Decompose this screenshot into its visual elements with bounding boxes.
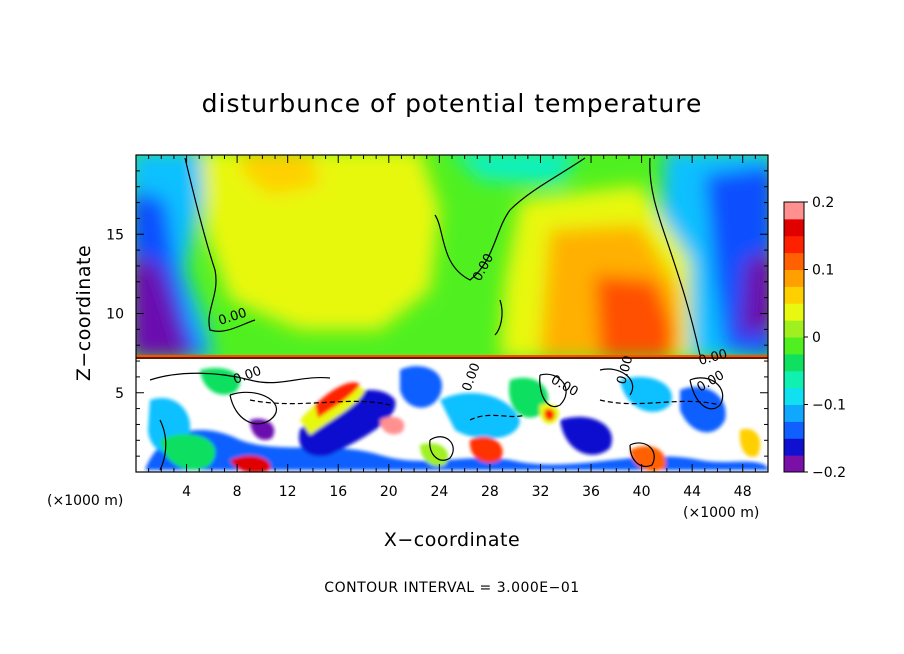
colorbar-swatch bbox=[784, 337, 804, 355]
lower-field bbox=[136, 358, 768, 472]
lower-blob bbox=[739, 428, 761, 458]
contour-line bbox=[249, 399, 391, 406]
contour-line bbox=[599, 368, 634, 396]
lower-blob bbox=[469, 436, 503, 463]
colorbar-tick-label: 0.1 bbox=[812, 263, 834, 279]
contour-label: 0.00 bbox=[697, 347, 729, 369]
colorbar-tick-label: −0.1 bbox=[812, 398, 846, 414]
colorbar-swatch bbox=[784, 438, 804, 456]
colorbar-swatch bbox=[784, 353, 804, 372]
cool-region-top bbox=[455, 155, 578, 185]
x-unit-left: (×1000 m) bbox=[47, 493, 123, 509]
interface-band bbox=[136, 355, 768, 359]
contour-line bbox=[434, 157, 586, 281]
contour-line bbox=[649, 157, 701, 356]
colorbar-swatch bbox=[784, 235, 804, 254]
lower-blob bbox=[680, 386, 726, 433]
contour-line bbox=[149, 372, 331, 384]
y-tick-label: 5 bbox=[115, 386, 124, 402]
colorbar-swatch bbox=[784, 202, 804, 220]
lower-blob bbox=[509, 377, 549, 418]
y-axis: 5 10 15 bbox=[106, 170, 768, 457]
lower-blob bbox=[315, 382, 360, 418]
lower-blob bbox=[160, 434, 216, 470]
y-tick-label: 10 bbox=[106, 307, 124, 323]
cold-region-left-deep bbox=[136, 257, 190, 358]
colorbar-swatch bbox=[784, 455, 804, 473]
lower-blob bbox=[145, 430, 768, 470]
colorbar-swatch bbox=[784, 252, 804, 270]
x-tick-label: 4 bbox=[182, 484, 191, 500]
colorbar: 0.2 0.1 0 −0.1 −0.2 bbox=[783, 195, 846, 481]
warm-region-top bbox=[200, 155, 440, 330]
x-tick-label: 44 bbox=[683, 484, 701, 500]
lower-blob bbox=[200, 367, 241, 395]
x-tick-label: 12 bbox=[279, 484, 297, 500]
colorbar-swatch bbox=[784, 421, 804, 439]
colorbar-tick-label: 0 bbox=[812, 330, 821, 346]
contour-line bbox=[599, 399, 721, 406]
colorbar-swatch bbox=[784, 387, 804, 405]
contour-line bbox=[229, 391, 277, 425]
contour-interval-note: CONTOUR INTERVAL = 3.000E−01 bbox=[324, 580, 579, 596]
lower-blob bbox=[544, 408, 555, 421]
x-axis-label: X−coordinate bbox=[384, 529, 520, 551]
warm-region-right-core bbox=[595, 275, 675, 358]
contour-label: 0.00 bbox=[614, 354, 636, 386]
lower-blob bbox=[299, 390, 396, 457]
x-tick-label: 36 bbox=[582, 484, 600, 500]
x-tick-label: 32 bbox=[532, 484, 550, 500]
x-unit-right: (×1000 m) bbox=[683, 505, 759, 521]
colorbar-swatch bbox=[784, 286, 804, 304]
cold-region-right-deep bbox=[740, 252, 768, 335]
x-tick-label: 40 bbox=[633, 484, 651, 500]
x-tick-label: 20 bbox=[380, 484, 398, 500]
lower-blob bbox=[230, 455, 271, 472]
y-tick-label: 15 bbox=[106, 227, 124, 243]
contour-line bbox=[184, 157, 256, 332]
contour-line bbox=[494, 299, 503, 336]
upper-field bbox=[136, 155, 768, 358]
colorbar-swatch bbox=[784, 303, 804, 321]
chart-title: disturbunce of potential temperature bbox=[202, 89, 703, 118]
contour-line bbox=[469, 414, 526, 421]
contour-line bbox=[429, 436, 454, 461]
x-tick-label: 48 bbox=[734, 484, 752, 500]
colorbar-swatch bbox=[784, 404, 804, 422]
x-tick-label: 28 bbox=[481, 484, 499, 500]
plot-area: 0.00 0.00 0.00 0.00 0.00 0.00 0.00 0.00 bbox=[136, 155, 768, 472]
contours bbox=[136, 157, 768, 471]
colorbar-tick-label: 0.2 bbox=[812, 195, 834, 211]
x-axis: 4 8 12 16 20 24 28 32 36 40 44 48 bbox=[148, 155, 756, 500]
colorbar-swatch bbox=[784, 218, 804, 237]
x-tick-label: 16 bbox=[329, 484, 347, 500]
contour-line bbox=[539, 373, 567, 408]
lower-blob bbox=[440, 392, 520, 439]
lower-blob bbox=[380, 416, 405, 435]
lower-blob bbox=[560, 416, 612, 455]
colorbar-swatch bbox=[784, 269, 804, 287]
lower-blob bbox=[300, 386, 365, 435]
warm-region-top-core bbox=[241, 155, 320, 195]
y-axis-label: Z−coordinate bbox=[73, 245, 95, 381]
x-tick-label: 8 bbox=[233, 484, 242, 500]
colorbar-swatch bbox=[784, 320, 804, 338]
lower-blob bbox=[400, 366, 442, 408]
contour-line bbox=[689, 377, 724, 410]
x-tick-label: 24 bbox=[430, 484, 448, 500]
contour-line bbox=[629, 442, 655, 467]
colorbar-swatch bbox=[784, 370, 804, 389]
colorbar-tick-label: −0.2 bbox=[812, 465, 846, 481]
contour-line bbox=[159, 419, 167, 471]
